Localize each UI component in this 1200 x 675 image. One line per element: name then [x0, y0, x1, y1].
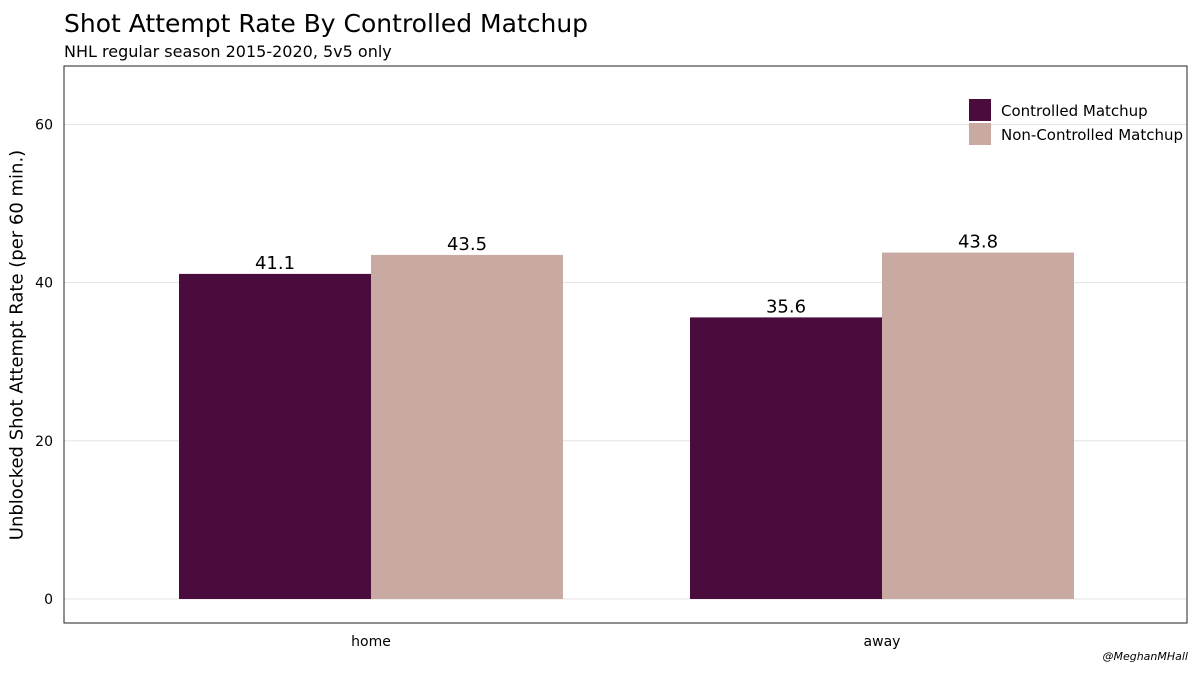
bar: [179, 273, 371, 599]
x-tick-label: away: [864, 634, 901, 650]
legend-label: Non-Controlled Matchup: [1001, 126, 1183, 144]
bar: [371, 254, 563, 600]
x-axis-ticks: home away: [351, 634, 900, 650]
legend: Controlled Matchup Non-Controlled Matchup: [969, 99, 1183, 145]
bar-value-label: 41.1: [255, 253, 295, 274]
y-tick-label: 40: [35, 276, 53, 292]
bar-value-label: 35.6: [766, 296, 806, 317]
bars: [179, 252, 1074, 600]
y-tick-label: 0: [44, 592, 53, 608]
chart-caption: @MeghanMHall: [1102, 650, 1188, 663]
bar-value-label: 43.8: [958, 232, 998, 253]
bar-value-label: 43.5: [447, 234, 487, 255]
legend-label: Controlled Matchup: [1001, 102, 1148, 120]
y-tick-label: 20: [35, 434, 53, 450]
legend-swatch: [969, 99, 991, 121]
x-tick-label: home: [351, 634, 391, 650]
bar: [882, 252, 1074, 600]
chart-subtitle: NHL regular season 2015-2020, 5v5 only: [64, 42, 392, 61]
plot-panel-border: [63, 65, 1188, 624]
data-labels: 41.1 43.5 35.6 43.8: [255, 232, 998, 318]
bar: [690, 317, 882, 599]
y-tick-label: 60: [35, 117, 53, 133]
chart-title: Shot Attempt Rate By Controlled Matchup: [64, 9, 589, 38]
legend-swatch: [969, 123, 991, 145]
y-axis-ticks: 0 20 40 60: [35, 117, 53, 608]
